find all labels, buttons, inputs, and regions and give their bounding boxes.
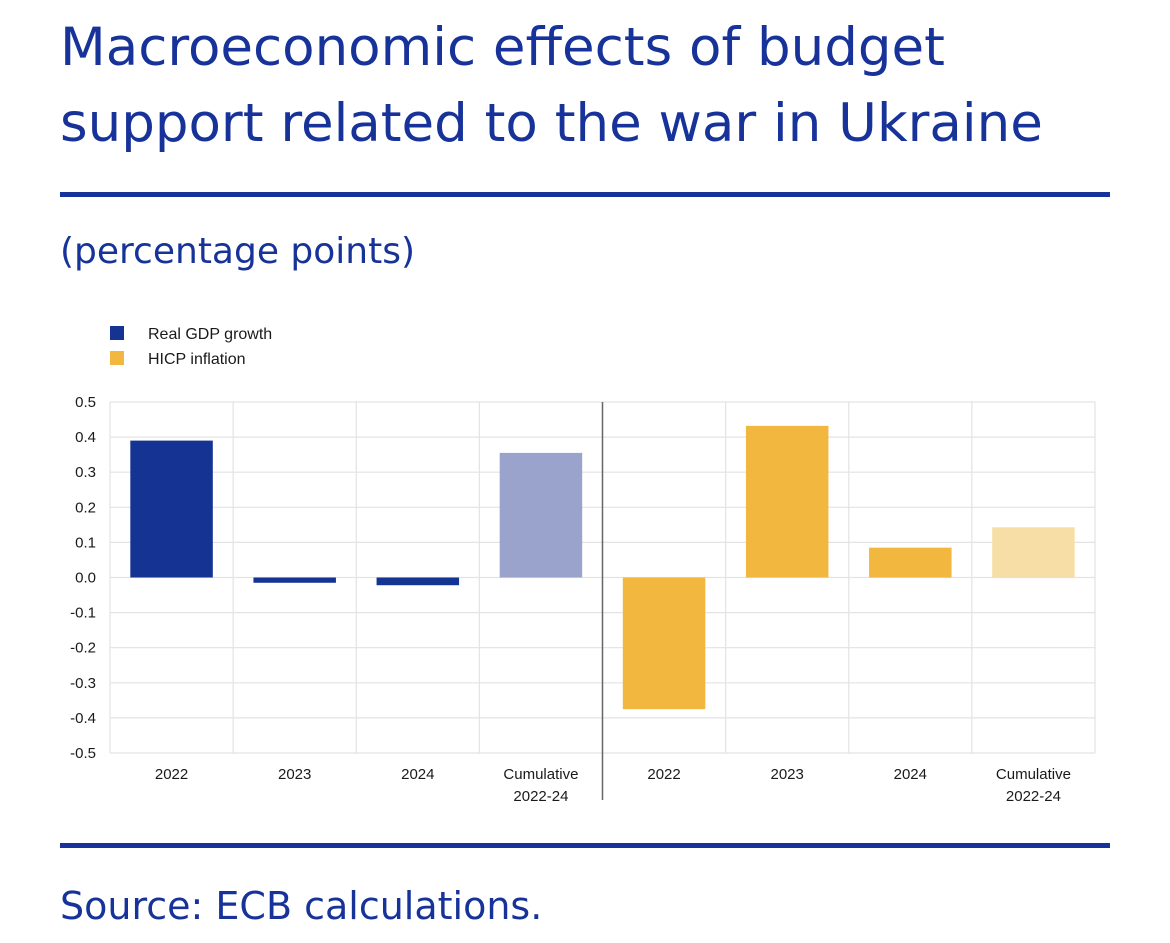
bar-gdp-2 [376,577,460,586]
gridlines [109,401,1096,800]
legend: Real GDP growth HICP inflation [110,326,272,368]
x-tick-label: 2024 [401,766,434,783]
y-tick-label: 0.4 [75,429,96,446]
top-divider [60,192,1110,197]
x-tick-label-line2: 2022-24 [1006,788,1061,805]
x-tick-label: Cumulative [996,766,1071,783]
bar-hicp-6 [869,547,952,578]
bar-hicp-5 [745,425,829,578]
y-axis: 0.5 0.4 0.3 0.2 0.1 0.0 -0.1 -0.2 -0.3 -0.4 -0.5 [70,394,96,762]
y-tick-label: 0.1 [75,534,96,551]
x-tick-label: 2023 [278,766,311,783]
bar-gdp-1 [253,577,336,583]
y-tick-label: 0.2 [75,499,96,516]
legend-label-gdp: Real GDP growth [148,326,272,343]
x-tick-label: 2023 [771,766,804,783]
y-tick-label: -0.4 [70,710,96,727]
source-note: Source: ECB calculations. [60,884,543,928]
x-tick-label: 2022 [647,766,680,783]
bottom-divider [60,843,1110,848]
y-tick-label: -0.5 [70,745,96,762]
y-tick-label: 0.5 [75,394,96,411]
x-tick-label: Cumulative [503,766,578,783]
bar-hicp-4 [622,577,706,710]
x-tick-label-line2: 2022-24 [513,788,568,805]
chart-title: Macroeconomic effects of budget support … [60,17,1043,154]
legend-swatch-hicp [110,351,124,365]
legend-label-hicp: HICP inflation [148,351,246,368]
y-tick-label: -0.2 [70,640,96,657]
y-tick-label: 0.0 [75,570,96,587]
legend-swatch-gdp [110,326,124,340]
y-tick-label: 0.3 [75,464,96,481]
bar-hicp-7 [992,527,1075,578]
x-tick-label: 2024 [894,766,927,783]
chart-subtitle: (percentage points) [60,231,416,272]
x-axis: 2022 2023 2024 Cumulative 2022-24 2022 2023 202… [155,766,1071,805]
y-tick-label: -0.1 [70,605,96,622]
bar-gdp-0 [130,440,213,578]
bar-gdp-3 [499,452,583,578]
y-tick-label: -0.3 [70,675,96,692]
x-tick-label: 2022 [155,766,188,783]
bars [130,425,1075,710]
